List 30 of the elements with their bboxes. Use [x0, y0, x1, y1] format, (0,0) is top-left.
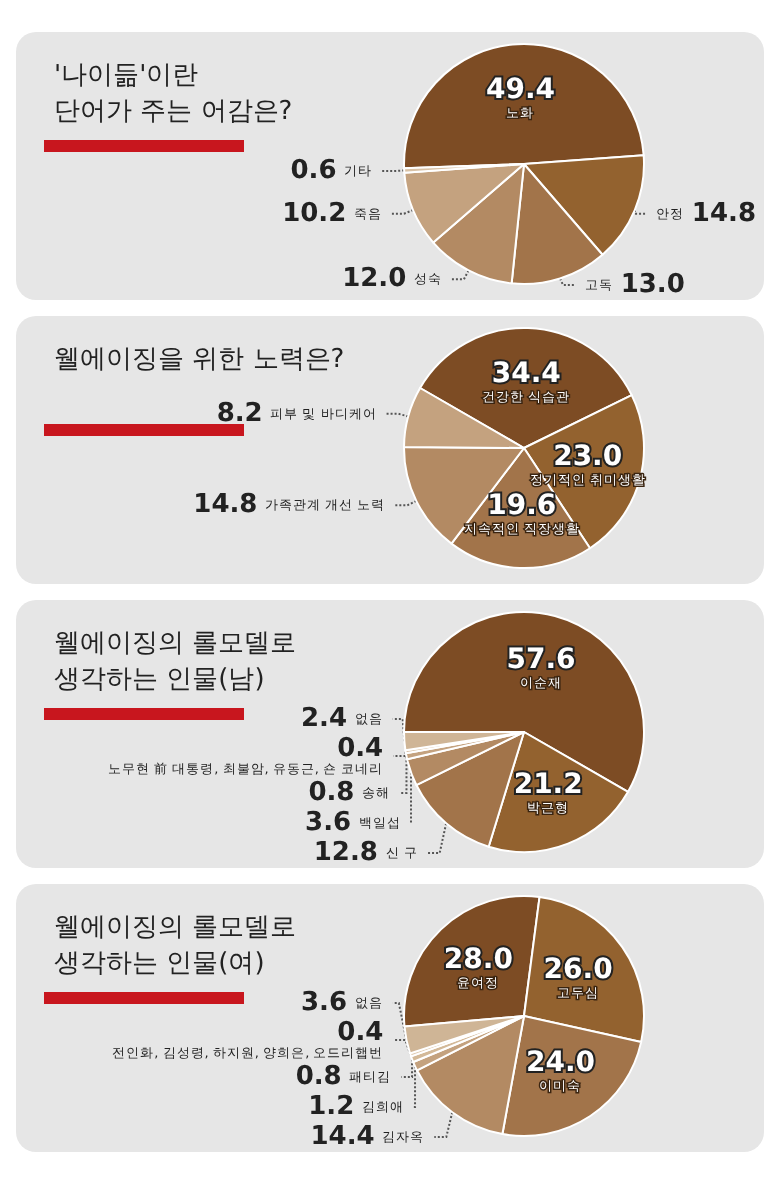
data-label: 14.8: [193, 490, 258, 521]
data-label: 0.8: [295, 1062, 342, 1092]
data-label: 0.6: [290, 155, 337, 186]
text: '나이듦'이란 단어가 주는 어감은?: [54, 61, 293, 127]
data-label: 12.8: [313, 838, 378, 868]
data-label: 49.4: [485, 74, 556, 107]
data-label: 0.8: [308, 778, 355, 808]
data-label: 28.0: [443, 944, 514, 977]
data-label: 19.6: [487, 489, 557, 522]
data-label: 21.2: [513, 769, 583, 802]
data-label: 1.2: [308, 1092, 355, 1122]
text: 웰에이징의 롤모델로 생각하는 인물(여): [54, 913, 297, 979]
data-label: 3.6: [305, 808, 352, 838]
data-label: 13.0: [620, 270, 685, 300]
data-label: 0.4: [337, 1018, 384, 1048]
data-label: 34.4: [491, 358, 562, 391]
data-label: 23.0: [553, 441, 623, 474]
data-label: 10.2: [282, 198, 347, 229]
data-label: 12.0: [342, 264, 407, 295]
data-label: 26.0: [543, 954, 614, 987]
data-label: 14.8: [691, 198, 757, 229]
data-label: 3.6: [300, 988, 348, 1018]
data-label: 14.4: [310, 1122, 375, 1152]
text: 웰에이징을 위한 노력은?: [54, 345, 345, 375]
text: 웰에이징의 롤모델로 생각하는 인물(남): [54, 629, 297, 695]
data-label: 24.0: [525, 1047, 596, 1080]
data-label: 0.4: [337, 734, 384, 764]
data-label: 8.2: [216, 398, 263, 429]
data-label: 2.4: [300, 704, 348, 734]
data-label: 57.6: [506, 644, 576, 677]
